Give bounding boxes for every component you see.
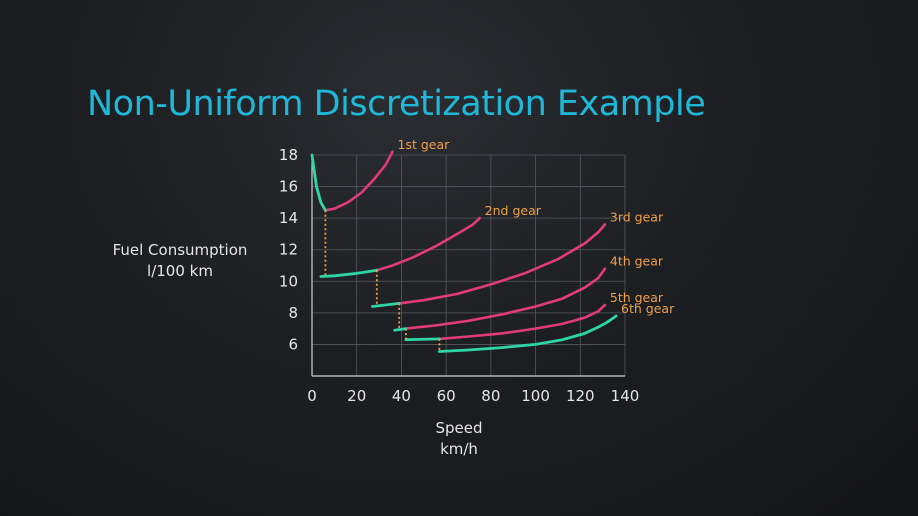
y-tick-label: 14: [279, 209, 298, 227]
x-tick-label: 0: [307, 387, 317, 405]
series-line-2-nonoptimal: [375, 216, 481, 272]
slide-title: Non-Uniform Discretization Example: [87, 84, 706, 124]
series-label-1: 1st gear: [397, 137, 450, 152]
y-axis-title: Fuel Consumption l/100 km: [96, 240, 264, 282]
series-line-4-optimal: [393, 327, 408, 332]
series-line-4-nonoptimal: [404, 267, 607, 330]
x-tick-label: 80: [481, 387, 500, 405]
series-line-1-nonoptimal: [324, 150, 394, 212]
y-tick-label: 10: [279, 272, 298, 290]
series-line-1-optimal: [310, 153, 327, 212]
y-axis-title-line2: l/100 km: [147, 262, 213, 280]
series-label-3: 3rd gear: [610, 209, 664, 224]
y-tick-label: 8: [288, 304, 298, 322]
series-line-5-nonoptimal: [438, 303, 607, 341]
series-label-4: 4th gear: [610, 254, 664, 269]
y-tick-label: 16: [279, 178, 298, 196]
series-line-3-optimal: [371, 302, 401, 308]
x-axis-title-line1: Speed: [435, 419, 483, 437]
x-tick-label: 40: [392, 387, 411, 405]
series-label-5: 5th gear: [610, 290, 664, 305]
x-tick-label: 120: [566, 387, 595, 405]
series-label-2: 2nd gear: [485, 203, 542, 218]
x-tick-label: 60: [437, 387, 456, 405]
x-axis-title: Speed km/h: [409, 418, 509, 460]
x-tick-label: 20: [347, 387, 366, 405]
series-line-3-nonoptimal: [397, 223, 607, 305]
x-tick-label: 100: [521, 387, 550, 405]
y-tick-label: 6: [288, 335, 298, 353]
x-axis-title-line2: km/h: [440, 440, 478, 458]
y-tick-label: 18: [279, 146, 298, 164]
y-tick-label: 12: [279, 241, 298, 259]
series-line-5-optimal: [404, 337, 441, 342]
series-label-6: 6th gear: [621, 301, 675, 316]
x-tick-label: 140: [611, 387, 640, 405]
series-line-6-optimal: [438, 314, 618, 353]
y-axis-title-line1: Fuel Consumption: [112, 241, 248, 259]
series-line-2-optimal: [319, 268, 379, 278]
